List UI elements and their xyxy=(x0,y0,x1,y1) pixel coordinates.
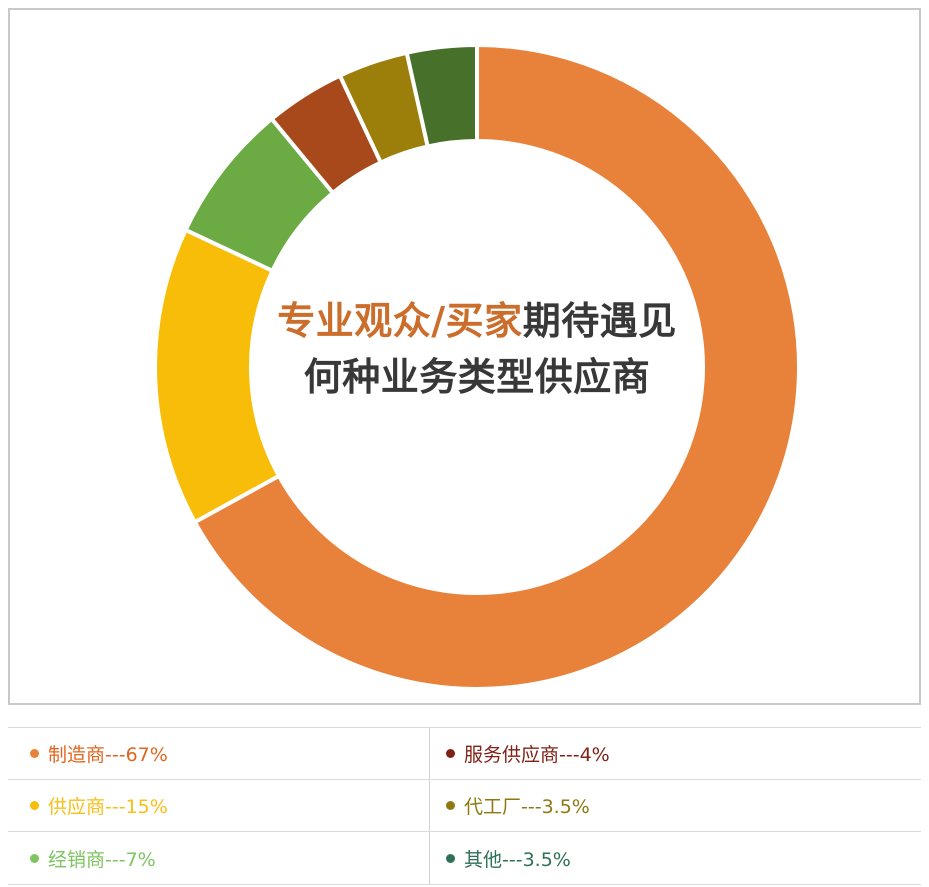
chart-title-line1-rest: 期待遇见 xyxy=(522,299,677,344)
legend-item-service-provider: 服务供应商---4% xyxy=(430,728,921,779)
legend-label-service-provider: 服务供应商---4% xyxy=(464,744,610,766)
legend-label-supplier: 供应商---15% xyxy=(48,796,168,818)
legend-bullet-service-provider xyxy=(446,749,455,758)
legend-item-distributor: 经销商---7% xyxy=(8,832,430,884)
chart-center-title: 专业观众/买家期待遇见 何种业务类型供应商 xyxy=(277,294,676,406)
legend-row: 制造商---67% 服务供应商---4% xyxy=(8,728,921,780)
chart-title-line1: 专业观众/买家期待遇见 xyxy=(277,294,676,350)
chart-title-line2: 何种业务类型供应商 xyxy=(303,355,651,399)
legend-row: 供应商---15% 代工厂---3.5% xyxy=(8,780,921,832)
legend-item-oem-factory: 代工厂---3.5% xyxy=(430,780,921,831)
donut-segment-supplier xyxy=(153,227,281,525)
chart-title-line1-colored: 专业观众/买家 xyxy=(277,299,523,344)
legend-item-other: 其他---3.5% xyxy=(430,832,921,884)
legend-bullet-distributor xyxy=(30,853,39,863)
legend-row: 经销商---7% 其他---3.5% xyxy=(8,832,921,884)
donut-segment-other xyxy=(404,43,479,149)
legend-label-manufacturer: 制造商---67% xyxy=(48,744,168,766)
legend-bullet-manufacturer xyxy=(30,749,39,758)
legend-item-supplier: 供应商---15% xyxy=(8,780,430,831)
legend-bullet-supplier xyxy=(30,801,39,810)
legend-bullet-other xyxy=(446,853,455,863)
donut-chart-area: 专业观众/买家期待遇见 何种业务类型供应商 xyxy=(10,10,919,703)
donut-chart xyxy=(153,43,802,691)
donut-segment-manufacturer xyxy=(192,43,802,691)
legend-label-other: 其他---3.5% xyxy=(464,848,571,871)
legend-table: 制造商---67% 服务供应商---4% 供应商---15% 代工厂---3.5… xyxy=(8,727,921,885)
legend-label-oem-factory: 代工厂---3.5% xyxy=(464,796,590,818)
chart-panel: 专业观众/买家期待遇见 何种业务类型供应商 xyxy=(8,8,921,705)
legend-item-manufacturer: 制造商---67% xyxy=(8,728,430,779)
legend-label-distributor: 经销商---7% xyxy=(48,848,156,871)
legend-bullet-oem-factory xyxy=(446,801,455,810)
